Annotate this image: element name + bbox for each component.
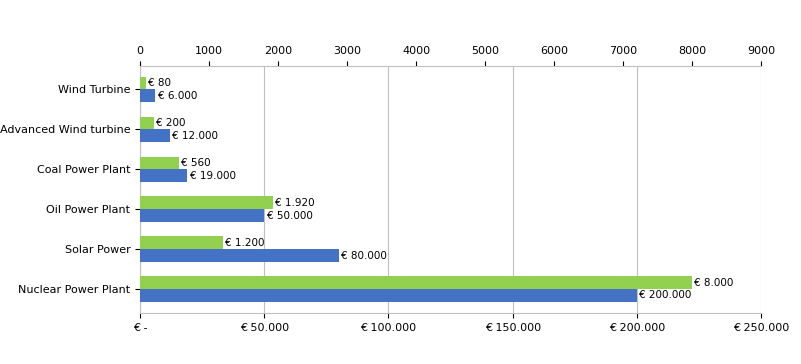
Text: € 6.000: € 6.000 xyxy=(158,91,197,101)
Bar xyxy=(140,197,272,209)
Bar xyxy=(140,129,170,142)
Text: € 8.000: € 8.000 xyxy=(694,278,734,288)
Text: € 50.000: € 50.000 xyxy=(267,211,312,221)
Text: € 80.000: € 80.000 xyxy=(341,250,387,261)
Legend: Construction cost, Upkeep: Construction cost, Upkeep xyxy=(256,363,460,364)
Bar xyxy=(140,249,339,262)
Text: € 200.000: € 200.000 xyxy=(639,290,691,300)
Text: € 19.000: € 19.000 xyxy=(190,171,235,181)
Bar xyxy=(140,276,692,289)
Bar xyxy=(140,209,264,222)
Text: € 200: € 200 xyxy=(156,118,186,128)
Bar xyxy=(140,77,146,90)
Text: € 12.000: € 12.000 xyxy=(172,131,219,141)
Bar xyxy=(140,90,155,102)
Text: € 1.920: € 1.920 xyxy=(275,198,315,208)
Text: € 1.200: € 1.200 xyxy=(225,238,265,248)
Text: € 560: € 560 xyxy=(181,158,211,168)
Bar xyxy=(140,289,637,302)
Bar xyxy=(140,157,179,169)
Bar xyxy=(140,116,154,129)
Text: € 80: € 80 xyxy=(148,78,171,88)
Bar xyxy=(140,236,223,249)
Bar xyxy=(140,169,187,182)
